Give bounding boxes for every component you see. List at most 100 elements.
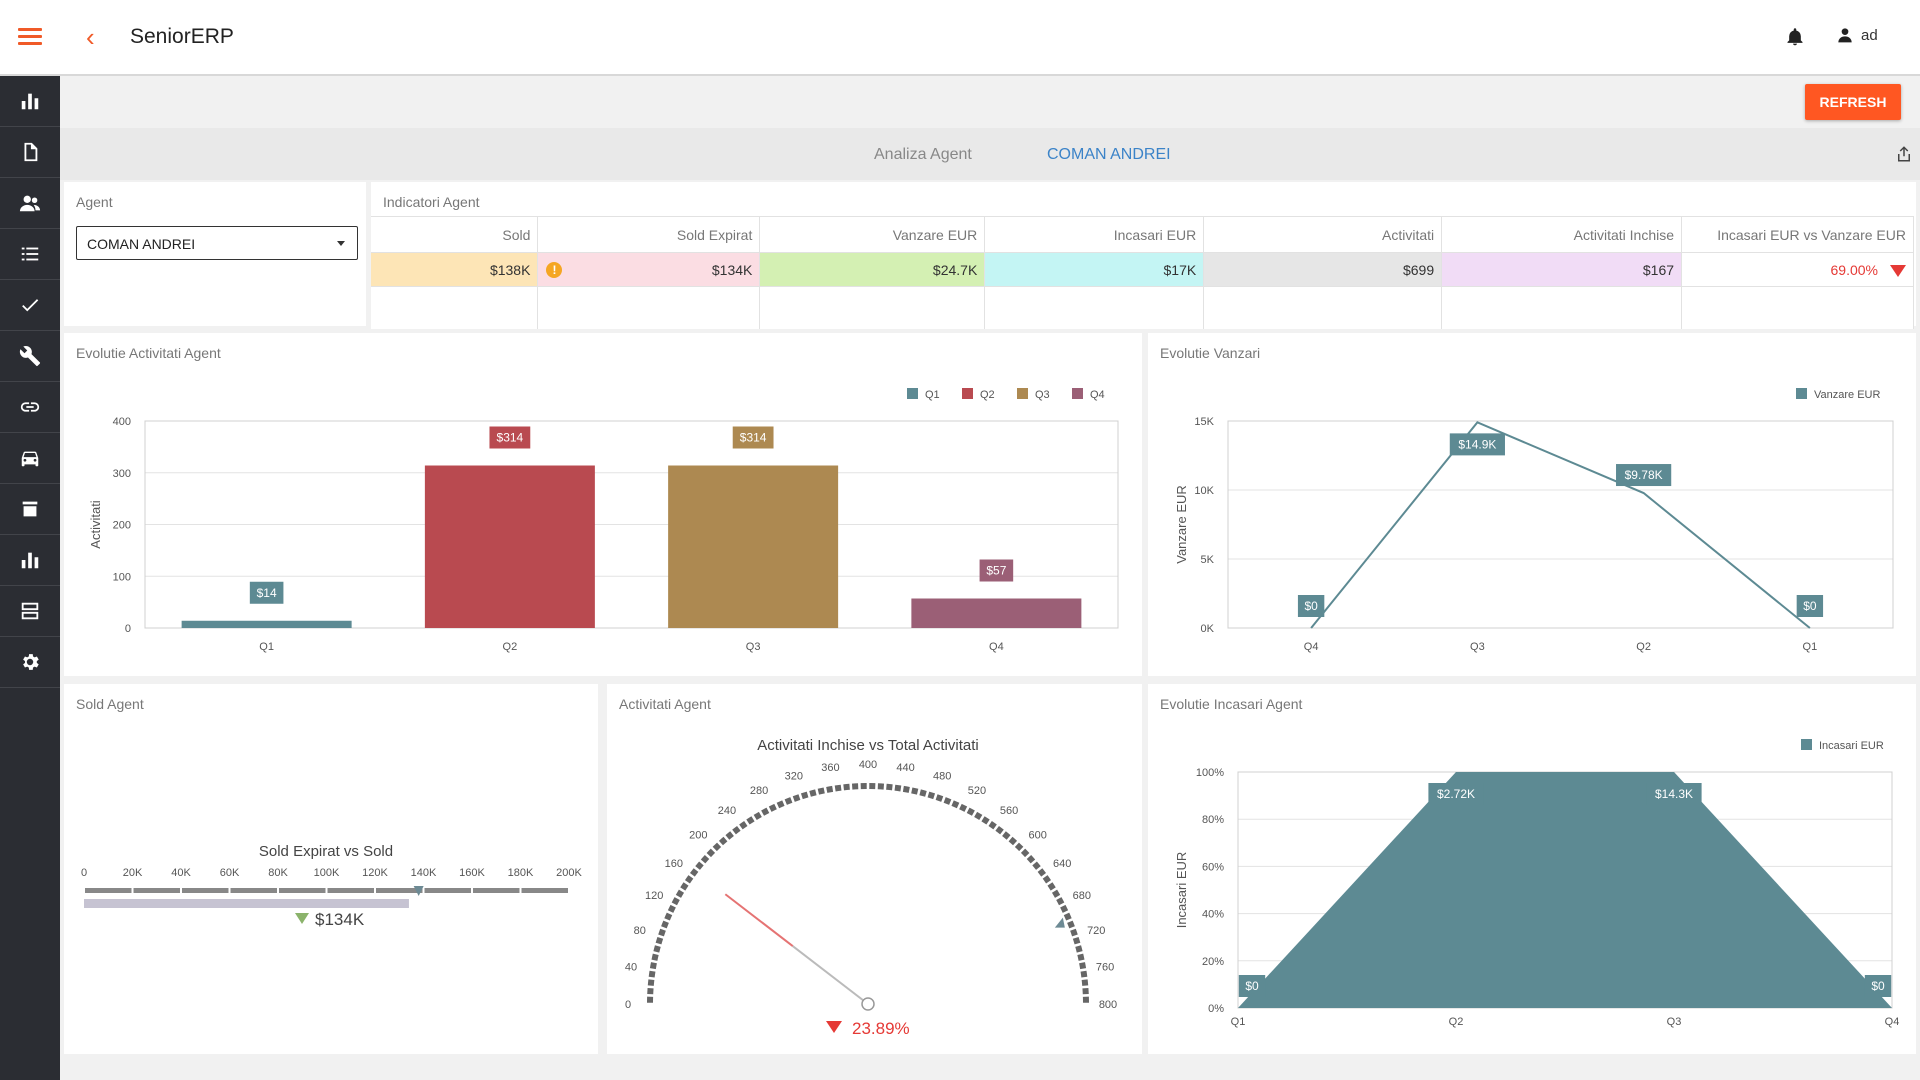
x-tick-label: Q2 [503, 641, 518, 653]
check-icon [22, 299, 39, 312]
sidebar-item-reports[interactable] [0, 535, 60, 586]
sidebar-item-dashboard[interactable] [0, 76, 60, 127]
gauge-scale-segment [1080, 970, 1088, 978]
legend-label: Q3 [1035, 389, 1050, 401]
gauge-scale-segment [894, 784, 902, 792]
activitati-bar-chart: 0 100 200 300 400 Activitati $14 Q1 $314 Q2 $314 Q3… [88, 388, 1119, 653]
kpi-header-activitati: Activitati [1203, 216, 1443, 253]
gauge-scale-segment [817, 787, 825, 795]
bar-Q3 [668, 465, 839, 628]
bar-Q4 [911, 598, 1082, 628]
gauge-scale-segment [746, 816, 755, 825]
gauge-scale-segment [1077, 953, 1085, 961]
data-label-bg [489, 426, 531, 449]
export-icon[interactable] [1895, 144, 1913, 164]
kpi-panel: Indicatori Agent Sold Sold Expirat Vanza… [371, 182, 1916, 329]
data-label-bg [249, 581, 284, 604]
sidebar-item-list[interactable] [0, 229, 60, 280]
x-tick-label: Q2 [1449, 1016, 1464, 1028]
series-area [1238, 772, 1892, 1008]
scale-tick-label: 40K [171, 867, 191, 879]
vanzari-chart-title: Evolutie Vanzari [1160, 345, 1261, 361]
scale-tick-label: 100K [314, 867, 340, 879]
sidebar-item-users[interactable] [0, 178, 60, 229]
gauge-scale-segment [718, 836, 728, 846]
gauge-scale-segment [826, 785, 834, 793]
sidebar-item-tasks[interactable] [0, 280, 60, 331]
gauge-scale-segment [712, 842, 722, 852]
gauge-tick-label: 40 [625, 961, 637, 973]
gauge-scale-segment [651, 953, 659, 961]
scale-segment [327, 888, 374, 893]
gauge-scale-segment [647, 979, 655, 986]
kpi-header-incasari: Incasari EUR [984, 216, 1205, 253]
link-icon [20, 402, 40, 412]
x-tick-label: Q4 [989, 641, 1004, 653]
gauge-scale-segment [761, 807, 770, 816]
dashboard-title-agent: COMAN ANDREI [1047, 146, 1171, 163]
bar-chart-icon [21, 552, 39, 569]
gauge-scale-segment [658, 928, 666, 937]
agent-panel: Agent COMAN ANDREI [64, 182, 366, 326]
bullet-subtitle: Sold Expirat vs Sold [259, 843, 393, 860]
sidebar-item-tools[interactable] [0, 331, 60, 382]
gauge-scale-segment [776, 800, 785, 809]
top-bar: ‹ SeniorERP ad [0, 0, 1920, 76]
sold-agent-panel: Sold Agent Sold Expirat vs Sold 0 20K 40K 60… [64, 684, 598, 1054]
kpi-value-sold-expirat: ! $134K [537, 252, 761, 287]
data-label-bg [1616, 464, 1672, 487]
gauge-pivot [861, 997, 875, 1011]
x-tick-label: Q2 [1636, 641, 1651, 653]
car-icon [21, 451, 39, 467]
sidebar-item-settings[interactable] [0, 637, 60, 688]
sidebar-item-vehicles[interactable] [0, 433, 60, 484]
legend-label: Q1 [925, 389, 940, 401]
gauge-scale-segment [995, 825, 1004, 835]
sidebar-item-storage[interactable] [0, 586, 60, 637]
scale-segment [279, 888, 326, 893]
y-tick-label: 80% [1202, 814, 1224, 826]
gauge-tick-label: 240 [718, 805, 736, 817]
vanzari-chart-panel: Evolutie Vanzari 0K 5K 10K 15K Vanzare EUR Q4… [1148, 333, 1916, 676]
refresh-button[interactable]: REFRESH [1805, 84, 1901, 120]
gauge-scale-segment [768, 803, 777, 812]
kpi-panel-title: Indicatori Agent [383, 194, 480, 210]
sidebar-item-documents[interactable] [0, 127, 60, 178]
y-tick-label: 100% [1196, 767, 1224, 779]
agent-select[interactable]: COMAN ANDREI [76, 226, 358, 260]
kpi-value-activitati-inchise: $167 [1441, 252, 1683, 287]
x-tick-label: Q1 [1803, 641, 1818, 653]
data-label: $314 [497, 431, 524, 445]
sidebar-item-links[interactable] [0, 382, 60, 433]
bar-Q1 [181, 620, 352, 628]
x-tick-label: Q1 [259, 641, 274, 653]
back-arrow-icon[interactable]: ‹ [86, 22, 95, 52]
storage-icon [21, 602, 39, 620]
y-tick-label: 0K [1201, 623, 1215, 635]
gauge-tick-label: 160 [665, 858, 683, 870]
menu-icon[interactable] [18, 28, 42, 48]
scale-segment [424, 888, 471, 893]
data-label: $57 [986, 564, 1006, 578]
y-axis-label: Activitati [88, 500, 103, 549]
bell-icon[interactable] [1785, 26, 1805, 48]
gauge-scale-segment [951, 800, 960, 809]
kpi-header-activitati-inchise: Activitati Inchise [1441, 216, 1683, 253]
kpi-value-incasari-vs-vanzare: 69.00% [1681, 252, 1914, 287]
gauge-scale-segment [1075, 945, 1083, 953]
gauge-scale-segment [1020, 848, 1030, 858]
sidebar-item-archive[interactable] [0, 484, 60, 535]
gear-icon [23, 654, 39, 670]
y-tick-label: 40% [1202, 909, 1224, 921]
gauge-scale-segment [1026, 854, 1036, 864]
down-triangle-icon [295, 913, 309, 924]
gauge-needle-base [792, 945, 869, 1005]
data-label: $9.78K [1625, 468, 1663, 482]
y-tick-label: 300 [113, 468, 131, 480]
gauge-scale-segment [1063, 912, 1072, 921]
user-menu[interactable]: ad [1837, 26, 1878, 44]
gauge-scale-segment [902, 785, 910, 793]
gauge-scale-segment [843, 783, 850, 791]
gauge-scale-segment [732, 825, 741, 835]
activitati-chart-title: Evolutie Activitati Agent [76, 345, 221, 361]
